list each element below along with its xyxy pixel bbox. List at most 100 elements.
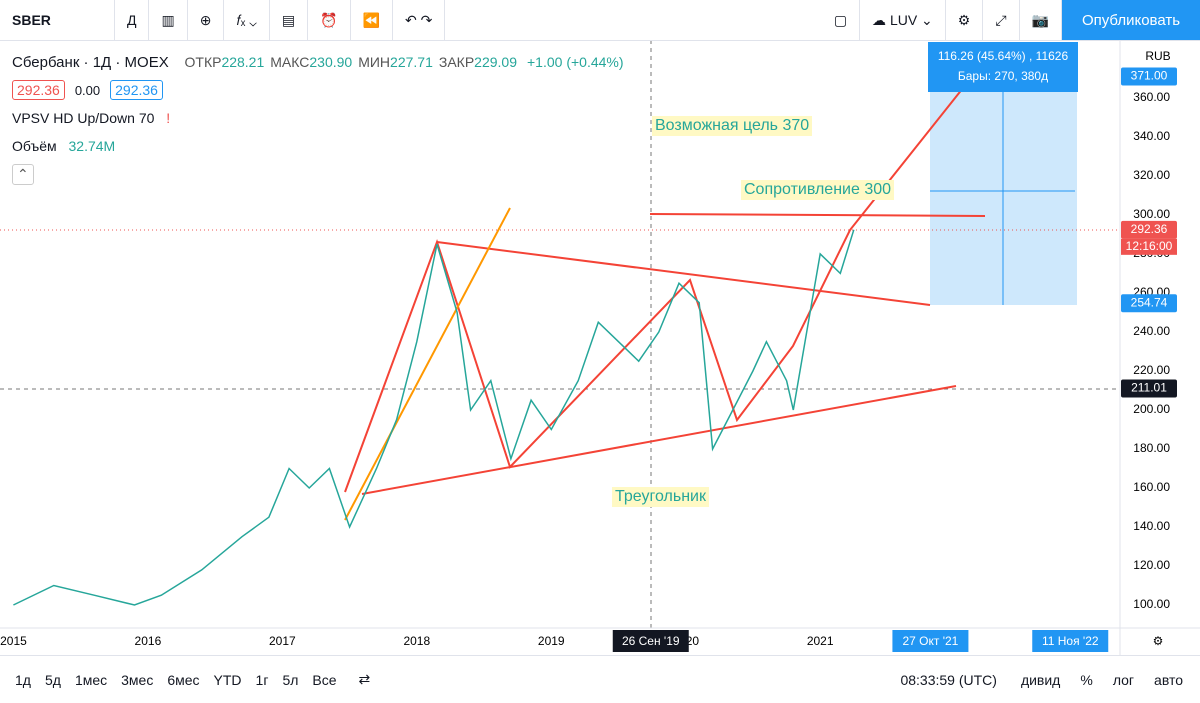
price-line — [13, 229, 855, 606]
collapse[interactable]: ⌃ — [12, 160, 624, 188]
ohlc-value: 230.90 — [309, 54, 353, 70]
y-tick-label: 120.00 — [1133, 558, 1170, 572]
measure-label: 116.26 (45.64%) , 11626 Бары: 270, 380д — [928, 42, 1078, 92]
y-tick-label: 240.00 — [1133, 324, 1170, 338]
legend-indicator: VPSV HD Up/Down 70 ! — [12, 104, 624, 132]
price-marker-label: 292.36 — [1131, 222, 1168, 236]
replay[interactable]: ⏪ — [351, 0, 393, 40]
clock: 08:33:59 (UTC) — [900, 671, 997, 688]
ohlc-label: ЗАКР — [438, 54, 475, 70]
publish-button[interactable]: Опубликовать — [1062, 0, 1200, 40]
range-button[interactable]: 1д — [15, 671, 31, 688]
scale-option[interactable]: % — [1080, 671, 1093, 688]
countdown: 12:16:00 — [1126, 239, 1173, 253]
indicator: VPSV HD Up/Down 70 — [12, 110, 155, 126]
ohlc-value: 227.71 — [390, 54, 433, 70]
scale-options: дивид% лог авто — [1004, 672, 1200, 688]
time-marker — [612, 630, 689, 652]
price-marker-label: 371.00 — [1131, 69, 1168, 83]
range-button[interactable]: 3мес — [121, 671, 154, 688]
time-marker-label: 27 Окт '21 — [902, 634, 958, 648]
volume-label: Объём — [12, 138, 57, 154]
x-tick-label: 2017 — [269, 634, 296, 648]
ohlc-label: МАКС — [270, 54, 310, 70]
bottom-bar: 1д 5д 1мес 3мес 6мес YTD 1г 5л Все ⇄ 08:33:59 (U… — [0, 655, 1200, 703]
volume-value: 32.74M — [68, 138, 116, 154]
y-tick-label: 160.00 — [1133, 480, 1170, 494]
ask[interactable]: 292.36 — [110, 80, 163, 100]
interval[interactable]: Д — [115, 0, 150, 40]
time-marker-label: 26 Сен '19 — [622, 634, 680, 648]
measure-line2: Бары: 270, 380д — [957, 69, 1049, 83]
y-tick-label: 340.00 — [1133, 129, 1170, 143]
x-tick-label: 2016 — [135, 634, 162, 648]
layout-name[interactable]: ☁ LUV ⌄ — [860, 0, 946, 40]
ohlc-value: 229.09 — [474, 54, 517, 70]
y-tick-label: 140.00 — [1133, 519, 1170, 533]
fullscreen[interactable]: ⤢ — [983, 0, 1020, 40]
price-marker — [1121, 67, 1177, 86]
price-marker — [1121, 379, 1177, 398]
time-marker — [892, 630, 969, 652]
measure-line1: 116.26 (45.64%) , 11626 — [937, 49, 1069, 63]
change: +1.00 (+0.44%) — [527, 54, 624, 70]
chart-type[interactable]: ▥ — [149, 0, 188, 40]
settings[interactable]: ⚙ — [946, 0, 984, 40]
legend-quote: 292.36 0.00 292.36 — [12, 76, 624, 104]
y-tick-label: 320.00 — [1133, 168, 1170, 182]
range-button[interactable]: 6мес — [167, 671, 200, 688]
range-button[interactable]: 1г — [255, 671, 269, 688]
price-marker-label: 211.01 — [1131, 381, 1167, 395]
x-tick-label: 2021 — [807, 634, 834, 648]
triangle-top — [436, 241, 931, 306]
templates[interactable]: ▤ — [270, 0, 309, 40]
scale-option[interactable]: дивид — [1020, 671, 1061, 688]
drawings — [344, 87, 986, 495]
layout-name-text: LUV — [889, 12, 918, 28]
undo[interactable]: ↶ ↷ — [393, 0, 446, 40]
legend: Сбербанк · 1Д · MOEX ОТКР228.21 МАКС230.9… — [12, 48, 624, 188]
spread: 0.00 — [74, 82, 101, 98]
range-button[interactable]: Все — [312, 671, 337, 688]
compare[interactable]: ⊕ — [188, 0, 225, 40]
y-tick-label: 300.00 — [1133, 207, 1170, 221]
alert[interactable]: ⏰ — [308, 0, 351, 40]
snapshot[interactable]: 📷 — [1020, 0, 1062, 40]
ohlc-label: МИН — [358, 54, 391, 70]
legend-title: Сбербанк · 1Д · MOEX — [12, 53, 169, 71]
toolbar: SBER Д ▥ ⊕ 𝑓ₓ ⌄ ▤ ⏰ ⏪ ↶ ↷ ▢ ☁ LUV ⌄ ⚙ ⤢ … — [0, 0, 1200, 41]
compare-icon[interactable]: ⇄ — [358, 671, 371, 687]
triangle-bottom — [361, 385, 957, 495]
annotation: Возможная цель 370 — [652, 116, 813, 136]
resistance — [649, 213, 986, 217]
time-marker-label: 11 Ноя '22 — [1042, 634, 1099, 648]
range-button[interactable]: YTD — [213, 671, 242, 688]
currency: RUB — [1145, 49, 1170, 63]
x-tick-label: 2018 — [403, 634, 430, 648]
indicators[interactable]: 𝑓ₓ ⌄ — [224, 0, 270, 40]
x-tick-label: 2015 — [0, 634, 27, 648]
bid[interactable]: 292.36 — [12, 80, 65, 100]
price-marker — [1121, 220, 1177, 239]
symbol[interactable]: SBER — [0, 0, 115, 40]
range-button[interactable]: 5л — [282, 671, 299, 688]
range-button[interactable]: 5д — [44, 671, 61, 688]
ohlc-value: 228.21 — [221, 54, 265, 70]
countdown-bg — [1121, 238, 1177, 255]
settings-icon[interactable]: ⚙ — [1153, 634, 1164, 648]
x-tick-label: 2019 — [538, 634, 565, 648]
legend-main: Сбербанк · 1Д · MOEX ОТКР228.21 МАКС230.9… — [12, 48, 624, 76]
time-marker — [1032, 630, 1109, 652]
layout-toggle[interactable]: ▢ — [822, 0, 861, 40]
y-tick-label: 360.00 — [1133, 90, 1170, 104]
y-tick-label: 220.00 — [1133, 363, 1170, 377]
scale-option[interactable]: лог — [1112, 671, 1135, 688]
range-button[interactable]: 1мес — [74, 671, 108, 688]
scale-option[interactable]: авто — [1154, 671, 1183, 688]
trend-orange — [344, 207, 511, 521]
annotation: Сопротивление 300 — [741, 180, 895, 200]
warning[interactable]: ! — [166, 110, 171, 126]
price-marker — [1121, 294, 1177, 313]
